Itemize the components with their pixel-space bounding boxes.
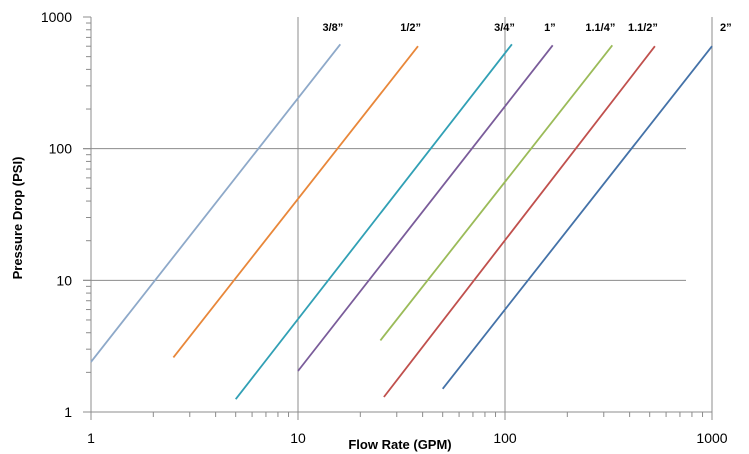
series-line <box>234 43 513 400</box>
series-label: 1.1/2” <box>628 22 658 34</box>
series-line <box>379 44 614 341</box>
x-tick-label: 1 <box>87 430 95 446</box>
series-label: 1” <box>544 22 556 34</box>
chart-labels: 3/8” 1/2” 3/4” 1” 1.1/4” 1.1/2” 2” <box>322 22 731 34</box>
series-label: 3/4” <box>494 22 515 34</box>
chart-grid <box>91 17 713 412</box>
y-tick-label: 10 <box>56 272 72 288</box>
series-line <box>441 45 713 390</box>
series-line <box>383 45 656 398</box>
series-line <box>172 45 419 358</box>
y-tick-label: 1000 <box>41 9 72 25</box>
chart-series <box>90 43 713 400</box>
y-tick-label: 1 <box>64 404 72 420</box>
y-axis-title: Pressure Drop (PSI) <box>10 157 25 280</box>
series-label: 2” <box>720 22 732 34</box>
x-tick-label: 100 <box>493 430 517 446</box>
series-line <box>90 43 342 363</box>
x-tick-label: 10 <box>290 430 306 446</box>
y-tick-label: 100 <box>49 141 73 157</box>
chart-axes: 1 10 100 1000 1 10 100 1000 <box>41 9 728 446</box>
x-axis-title: Flow Rate (GPM) <box>348 437 451 452</box>
series-label: 3/8” <box>322 22 343 34</box>
x-tick-label: 1000 <box>696 430 727 446</box>
series-label: 1.1/4” <box>585 22 615 34</box>
series-line <box>297 44 554 372</box>
series-label: 1/2” <box>400 22 421 34</box>
